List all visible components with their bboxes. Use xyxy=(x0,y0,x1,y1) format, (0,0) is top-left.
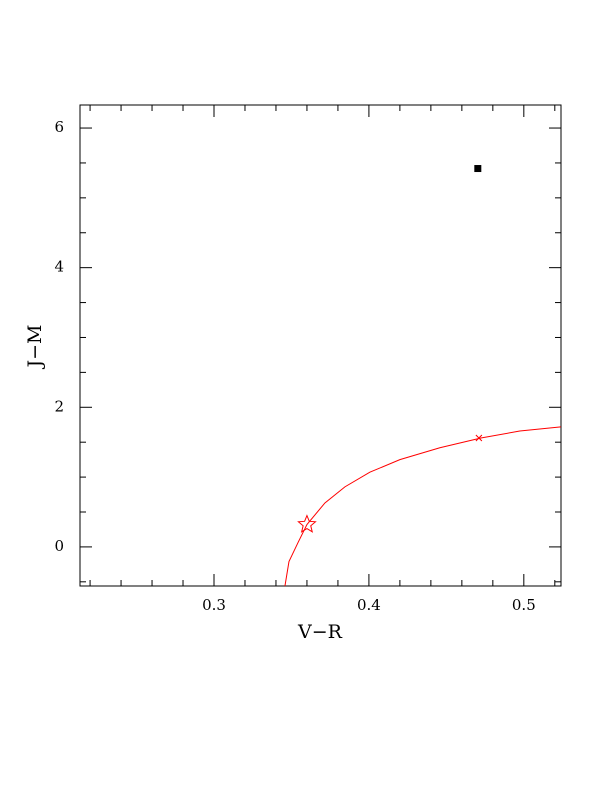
y-tick-label: 6 xyxy=(54,118,64,136)
x-tick-label: 0.4 xyxy=(357,596,381,614)
star-marker xyxy=(297,514,317,533)
y-axis-title: J−M xyxy=(24,325,46,370)
square-marker xyxy=(474,165,482,173)
curve xyxy=(284,426,561,587)
x-axis-title: V−R xyxy=(297,621,343,643)
y-tick-label: 0 xyxy=(54,537,64,555)
y-tick-label: 2 xyxy=(54,397,64,415)
y-tick-label: 4 xyxy=(54,258,64,276)
x-tick-label: 0.3 xyxy=(202,596,226,614)
plot-frame xyxy=(79,104,562,587)
cross-marker xyxy=(475,434,483,442)
x-tick-label: 0.5 xyxy=(512,596,536,614)
